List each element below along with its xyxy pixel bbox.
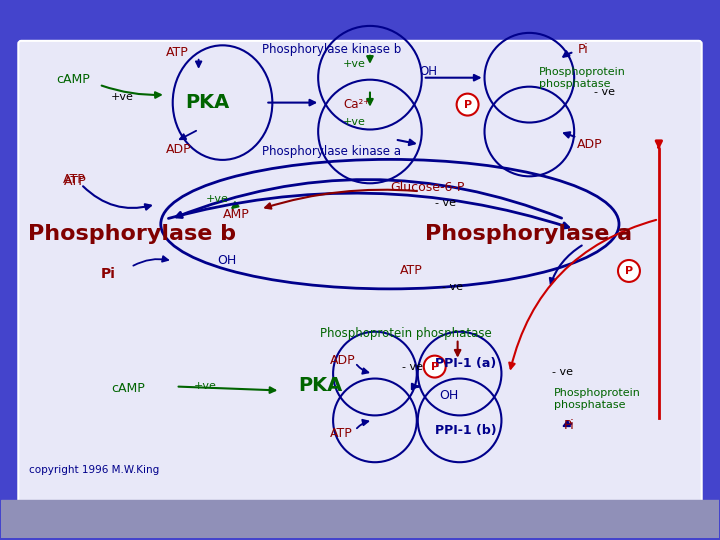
Text: Phosphoprotein phosphatase: Phosphoprotein phosphatase: [320, 327, 492, 340]
Text: Méta. des glucides : Chapitre 5 ;
Cours 28: Méta. des glucides : Chapitre 5 ; Cours …: [215, 502, 505, 536]
Text: +ve: +ve: [194, 381, 217, 390]
Text: P: P: [625, 266, 633, 276]
Text: ATP: ATP: [330, 427, 353, 440]
Circle shape: [424, 356, 446, 377]
Text: Pi: Pi: [578, 43, 589, 56]
Text: - ve: - ve: [402, 362, 423, 372]
Text: +ve: +ve: [343, 59, 366, 69]
Text: ADP: ADP: [330, 354, 356, 367]
Text: Phosphorylase a: Phosphorylase a: [425, 224, 632, 244]
Text: OH: OH: [217, 254, 237, 267]
Text: +ve: +ve: [206, 194, 228, 204]
Text: PPI-1 (b): PPI-1 (b): [435, 424, 496, 437]
Text: Pi: Pi: [101, 267, 116, 281]
Text: copyright 1996 M.W.King: copyright 1996 M.W.King: [30, 465, 160, 475]
Text: ATP: ATP: [400, 265, 423, 278]
Text: ATP: ATP: [166, 46, 189, 59]
Text: Ca²⁺: Ca²⁺: [343, 98, 369, 111]
Text: phosphatase: phosphatase: [554, 401, 626, 410]
Text: - ve: - ve: [552, 367, 573, 376]
Text: ATP: ATP: [64, 175, 87, 188]
Text: +ve: +ve: [343, 117, 366, 126]
Circle shape: [456, 93, 479, 116]
Text: PKA: PKA: [186, 93, 230, 112]
Text: - ve: - ve: [435, 198, 456, 208]
Text: cAMP: cAMP: [56, 73, 90, 86]
Text: phosphatase: phosphatase: [539, 79, 611, 89]
Text: - ve: - ve: [441, 282, 463, 292]
Bar: [1, 500, 719, 538]
Circle shape: [618, 260, 640, 282]
Text: PKA: PKA: [298, 376, 343, 395]
Text: P: P: [464, 99, 472, 110]
Text: Phosphorylase kinase a: Phosphorylase kinase a: [262, 145, 401, 158]
Text: Phosphoprotein: Phosphoprotein: [539, 67, 626, 77]
Text: Phosphoprotein: Phosphoprotein: [554, 388, 641, 399]
Text: PPI-1 (a): PPI-1 (a): [435, 357, 496, 370]
Text: ADP: ADP: [577, 138, 603, 151]
Text: OH: OH: [440, 389, 459, 402]
Text: +ve: +ve: [111, 92, 134, 102]
Text: ADP: ADP: [166, 143, 192, 156]
Text: AMP: AMP: [222, 208, 249, 221]
Text: cAMP: cAMP: [111, 382, 145, 395]
Text: OH: OH: [420, 65, 438, 78]
Text: ATP: ATP: [63, 173, 86, 186]
Text: 13: 13: [687, 511, 705, 526]
Text: Phosphorylase kinase b: Phosphorylase kinase b: [262, 43, 402, 56]
FancyBboxPatch shape: [18, 41, 702, 503]
Text: Phosphorylase b: Phosphorylase b: [28, 224, 236, 244]
Text: P: P: [431, 362, 438, 372]
Text: Pi: Pi: [564, 419, 575, 432]
Text: - ve: - ve: [594, 86, 615, 97]
Text: 11/10/98: 11/10/98: [15, 511, 86, 526]
Text: Glucose-6-P: Glucose-6-P: [390, 181, 464, 194]
